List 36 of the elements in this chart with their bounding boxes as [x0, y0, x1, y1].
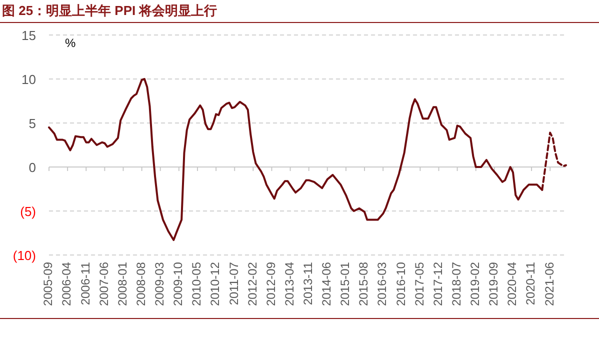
x-tick-label: 2021-06 [542, 262, 556, 306]
x-tick-label: 2020-11 [524, 262, 538, 306]
x-tick-label: 2009-03 [152, 262, 167, 306]
x-tick-label: 2016-03 [375, 262, 390, 306]
x-tick-label: 2019-02 [468, 262, 482, 306]
x-tick-label: 2016-10 [394, 262, 408, 306]
x-tick-label: 2013-04 [282, 262, 296, 306]
x-tick-label: 2014-06 [320, 262, 334, 306]
x-tick-label: 2015-08 [356, 262, 371, 306]
chart-title: 图 25：明显上半年 PPI 将会明显上行 [2, 3, 218, 18]
y-tick-label: 5 [28, 116, 36, 131]
x-tick-label: 2012-09 [264, 262, 278, 306]
x-tick-label: 2006-04 [60, 262, 74, 306]
x-tick-label: 2017-05 [412, 262, 426, 306]
y-tick-label: 15 [22, 28, 36, 43]
x-tick-label: 2010-05 [190, 262, 204, 306]
x-tick-label: 2006-11 [78, 262, 92, 306]
x-tick-label: 2019-09 [486, 262, 501, 306]
x-tick-label: 2011-07 [226, 262, 241, 306]
x-tick-label: 2020-04 [505, 262, 520, 306]
x-tick-label: 2017-12 [430, 262, 445, 306]
y-tick-label: (5) [20, 204, 36, 219]
x-tick-label: 2005-09 [41, 262, 56, 306]
x-tick-label: 2010-12 [208, 262, 222, 306]
y-tick-label: 10 [22, 72, 36, 87]
x-tick-label: 2015-01 [338, 262, 352, 306]
y-tick-label: (10) [12, 248, 36, 263]
x-tick-label: 2013-11 [301, 262, 315, 306]
x-tick-label: 2007-06 [96, 262, 111, 306]
x-tick-label: 2009-10 [171, 262, 186, 306]
x-tick-label: 2012-02 [245, 262, 260, 306]
x-tick-label: 2018-07 [449, 262, 464, 306]
y-axis-title: % [65, 36, 76, 50]
x-tick-label: 2008-01 [115, 262, 130, 306]
x-tick-label: 2008-08 [134, 262, 148, 306]
y-tick-label: 0 [28, 160, 36, 175]
